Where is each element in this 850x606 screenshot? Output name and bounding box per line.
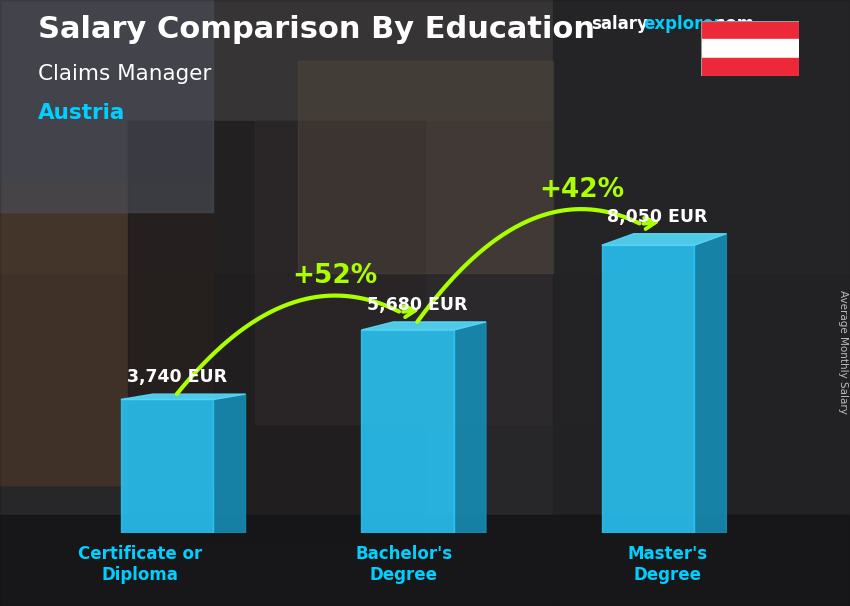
Bar: [701, 21, 799, 39]
Bar: [0, 0, 212, 212]
Polygon shape: [694, 234, 727, 533]
Text: Claims Manager: Claims Manager: [38, 64, 212, 84]
Bar: [552, 0, 850, 606]
Text: +52%: +52%: [292, 263, 377, 289]
Bar: [0, 182, 212, 485]
Text: Austria: Austria: [38, 103, 126, 123]
Text: explorer: explorer: [643, 15, 722, 33]
Text: 3,740 EUR: 3,740 EUR: [127, 368, 227, 386]
Bar: [602, 245, 694, 533]
Bar: [0, 515, 850, 606]
Polygon shape: [213, 394, 246, 533]
Text: Certificate or
Diploma: Certificate or Diploma: [78, 545, 202, 584]
Polygon shape: [602, 234, 727, 245]
Bar: [361, 330, 454, 533]
Text: +42%: +42%: [539, 177, 624, 202]
Bar: [701, 39, 799, 58]
Text: Salary Comparison By Education: Salary Comparison By Education: [38, 15, 595, 44]
Text: .com: .com: [709, 15, 754, 33]
Text: Average Monthly Salary: Average Monthly Salary: [838, 290, 848, 413]
Polygon shape: [121, 394, 246, 399]
Bar: [0, 0, 850, 273]
Bar: [701, 58, 799, 76]
Bar: [255, 121, 595, 424]
Text: Bachelor's
Degree: Bachelor's Degree: [355, 545, 452, 584]
Bar: [128, 121, 425, 545]
Polygon shape: [454, 322, 486, 533]
Text: Master's
Degree: Master's Degree: [627, 545, 707, 584]
Text: 5,680 EUR: 5,680 EUR: [367, 296, 468, 314]
Bar: [121, 399, 213, 533]
Text: 8,050 EUR: 8,050 EUR: [608, 208, 708, 226]
Polygon shape: [361, 322, 486, 330]
Bar: [298, 61, 552, 273]
Text: salary: salary: [591, 15, 648, 33]
